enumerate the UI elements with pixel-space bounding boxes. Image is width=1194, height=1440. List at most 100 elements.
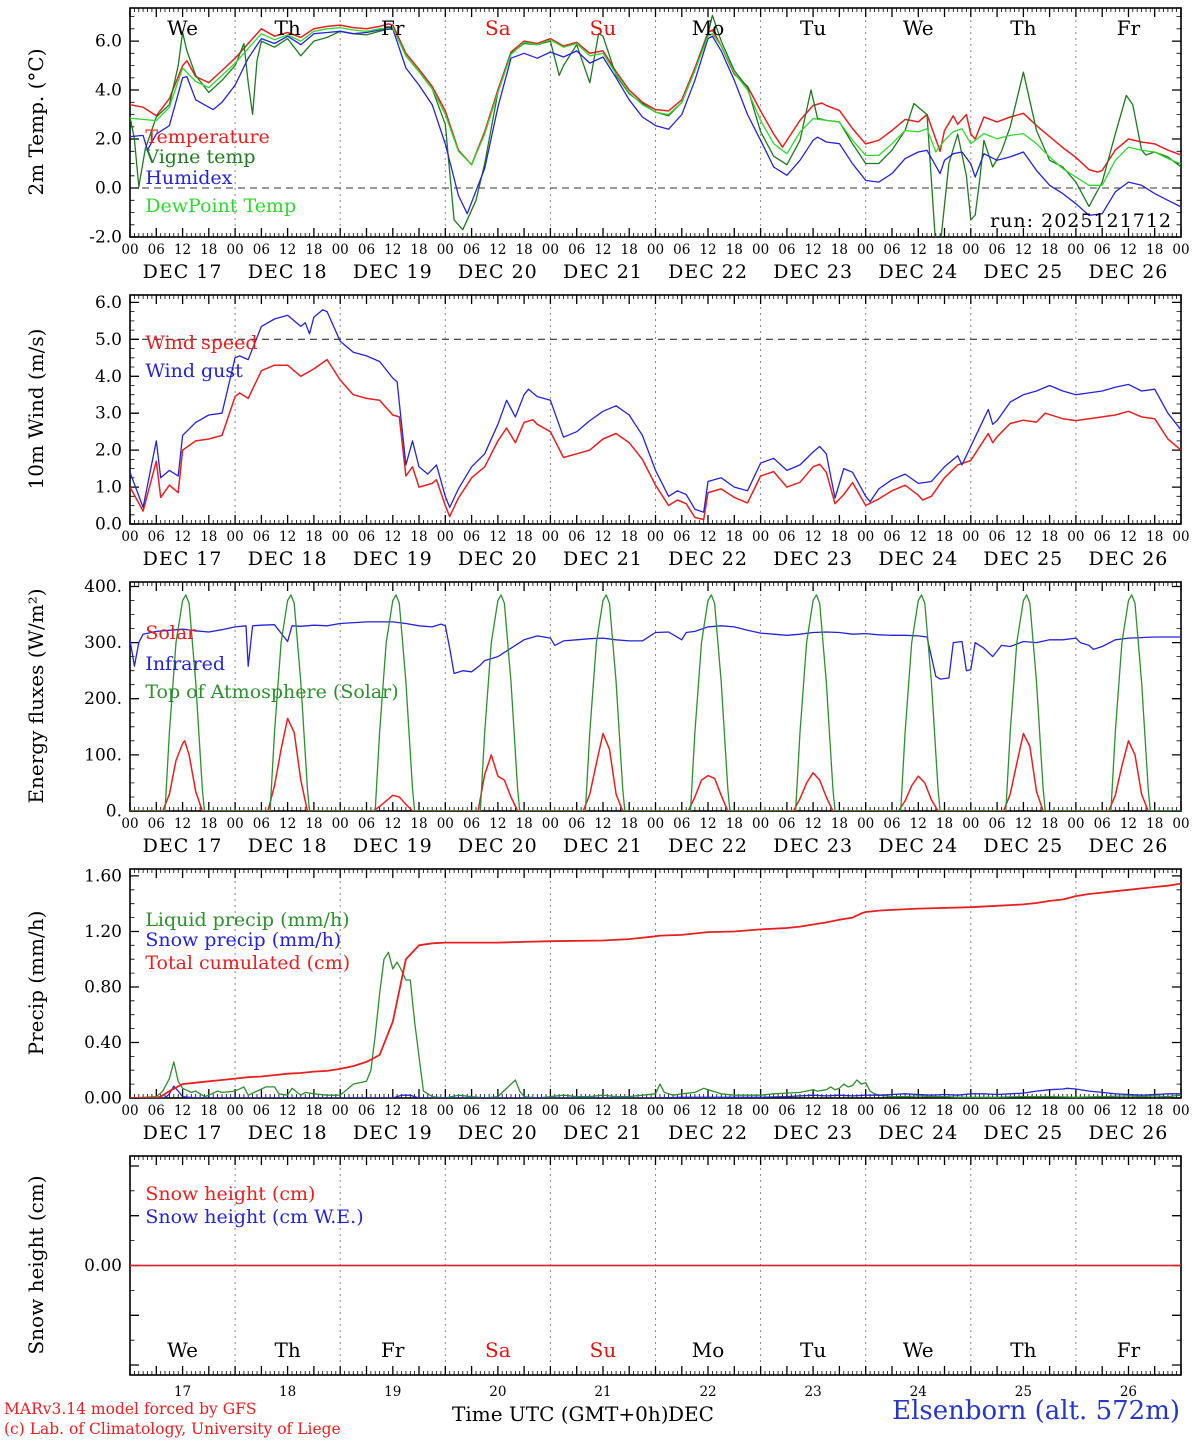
date-label: DEC 25 — [983, 548, 1064, 570]
hour-tick-label: 00 — [121, 242, 139, 258]
y-tick-label: 300. — [84, 633, 122, 653]
hour-tick-label: 00 — [1172, 242, 1190, 258]
y-tick-label: 2.0 — [95, 441, 122, 461]
hour-tick-label: 18 — [200, 529, 218, 545]
date-label: DEC 18 — [247, 548, 328, 570]
hour-tick-label: 06 — [147, 1103, 165, 1119]
hour-tick-label: 12 — [804, 242, 822, 258]
y-tick-label: 6.0 — [95, 32, 122, 52]
hour-tick-label: 18 — [515, 529, 533, 545]
hour-tick-label: 12 — [699, 242, 717, 258]
hour-tick-label: 00 — [752, 529, 770, 545]
hour-tick-label: 06 — [673, 816, 691, 832]
hour-tick-label: 00 — [436, 529, 454, 545]
day-number-label: 21 — [594, 1384, 612, 1400]
hour-tick-label: 06 — [462, 242, 481, 258]
hour-tick-label: 00 — [121, 1103, 139, 1119]
date-label: DEC 21 — [563, 835, 643, 857]
hour-tick-label: 00 — [331, 1103, 349, 1119]
day-number-label: 20 — [489, 1384, 507, 1400]
legend-snow-height-cm-w-e-: Snow height (cm W.E.) — [145, 1205, 364, 1228]
hour-tick-label: 18 — [830, 242, 849, 258]
hour-tick-label: 06 — [147, 529, 165, 545]
date-label: DEC 17 — [142, 1122, 223, 1144]
hour-tick-label: 18 — [1146, 1103, 1164, 1119]
hour-tick-label: 06 — [568, 1103, 586, 1119]
hour-tick-label: 06 — [673, 1103, 691, 1119]
hour-tick-label: 18 — [305, 242, 323, 258]
y-axis-title-wind: 10m Wind (m/s) — [24, 328, 48, 490]
hour-tick-label: 00 — [1172, 529, 1190, 545]
hour-tick-label: 12 — [489, 242, 507, 258]
y-tick-label: 400. — [84, 577, 122, 597]
hour-tick-label: 18 — [200, 816, 218, 832]
day-name-label: Th — [274, 1338, 301, 1362]
hour-tick-label: 06 — [357, 1103, 376, 1119]
date-label: DEC 19 — [352, 835, 433, 857]
hour-tick-label: 12 — [909, 529, 927, 545]
date-label: DEC 21 — [563, 548, 643, 570]
hour-tick-label: 06 — [252, 242, 270, 258]
hour-tick-label: 06 — [673, 242, 691, 258]
lab-credit-line: (c) Lab. of Climatology, University of L… — [4, 1420, 341, 1438]
hour-tick-label: 06 — [883, 529, 901, 545]
y-tick-label: 4.0 — [95, 367, 122, 387]
hour-tick-label: 12 — [173, 529, 192, 545]
day-name-label: Su — [589, 1338, 617, 1362]
series-temperature — [130, 23, 1181, 173]
hour-tick-label: 18 — [935, 242, 954, 258]
hour-tick-label: 06 — [988, 529, 1006, 545]
hour-tick-label: 06 — [778, 816, 796, 832]
date-label: DEC 20 — [457, 835, 538, 857]
hour-tick-label: 18 — [1041, 242, 1059, 258]
date-label: DEC 23 — [773, 548, 854, 570]
hour-tick-label: 18 — [515, 1103, 533, 1119]
y-minor-ticks — [130, 889, 1181, 1085]
hour-tick-label: 00 — [226, 1103, 244, 1119]
hour-tick-label: 00 — [1172, 816, 1190, 832]
hour-tick-label: 12 — [804, 816, 822, 832]
hour-tick-label: 12 — [173, 1103, 192, 1119]
hour-tick-label: 00 — [752, 1103, 770, 1119]
day-name-label: Mo — [691, 16, 725, 40]
hour-tick-label: 06 — [462, 1103, 481, 1119]
y-axis-title-snow-height: Snow height (cm) — [24, 1175, 48, 1355]
model-run-label: run: 2025121712 — [990, 210, 1172, 232]
panel-energy-fluxes: 400. 300. 200. 100. 0. — [84, 577, 1182, 822]
hour-tick-label: 00 — [962, 816, 980, 832]
hour-tick-label: 12 — [279, 242, 297, 258]
y-minor-ticks — [130, 311, 1181, 516]
hour-tick-label: 06 — [357, 529, 376, 545]
hour-tick-label: 12 — [909, 1103, 927, 1119]
hour-tick-label: 12 — [1014, 816, 1032, 832]
y-minor-ticks — [130, 1190, 1181, 1341]
date-label: DEC 26 — [1088, 548, 1169, 570]
legend-infrared: Infrared — [145, 652, 225, 675]
y-tick-label: 0.80 — [84, 978, 122, 998]
y-tick-label: 2.0 — [95, 130, 122, 150]
y-tick-label: 0.0 — [95, 515, 122, 535]
hour-tick-label: 00 — [857, 1103, 875, 1119]
legend-liquid-precip-mm-h-: Liquid precip (mm/h) — [145, 909, 350, 932]
date-label: DEC 18 — [247, 261, 328, 283]
hour-tick-label: 18 — [830, 1103, 849, 1119]
hour-tick-label: 00 — [331, 529, 349, 545]
day-gridlines — [234, 582, 1077, 811]
hour-tick-label: 12 — [699, 1103, 717, 1119]
series-wind-gust — [130, 309, 1181, 513]
y-major-ticks — [130, 301, 1181, 525]
hour-tick-label: 18 — [410, 529, 428, 545]
hour-tick-label: 06 — [1093, 816, 1111, 832]
date-label: DEC 26 — [1088, 835, 1169, 857]
hour-tick-label: 00 — [1172, 1103, 1190, 1119]
legend-total-cumulated-cm-: Total cumulated (cm) — [145, 952, 351, 975]
date-label: DEC 22 — [668, 548, 748, 570]
hour-tick-label: 06 — [462, 816, 481, 832]
hour-tick-label: 00 — [646, 816, 665, 832]
hour-tick-label: 00 — [752, 242, 770, 258]
legend-humidex: Humidex — [145, 167, 233, 190]
hour-tick-label: 00 — [646, 1103, 665, 1119]
hour-tick-label: 00 — [541, 242, 559, 258]
hour-tick-label: 00 — [541, 529, 559, 545]
